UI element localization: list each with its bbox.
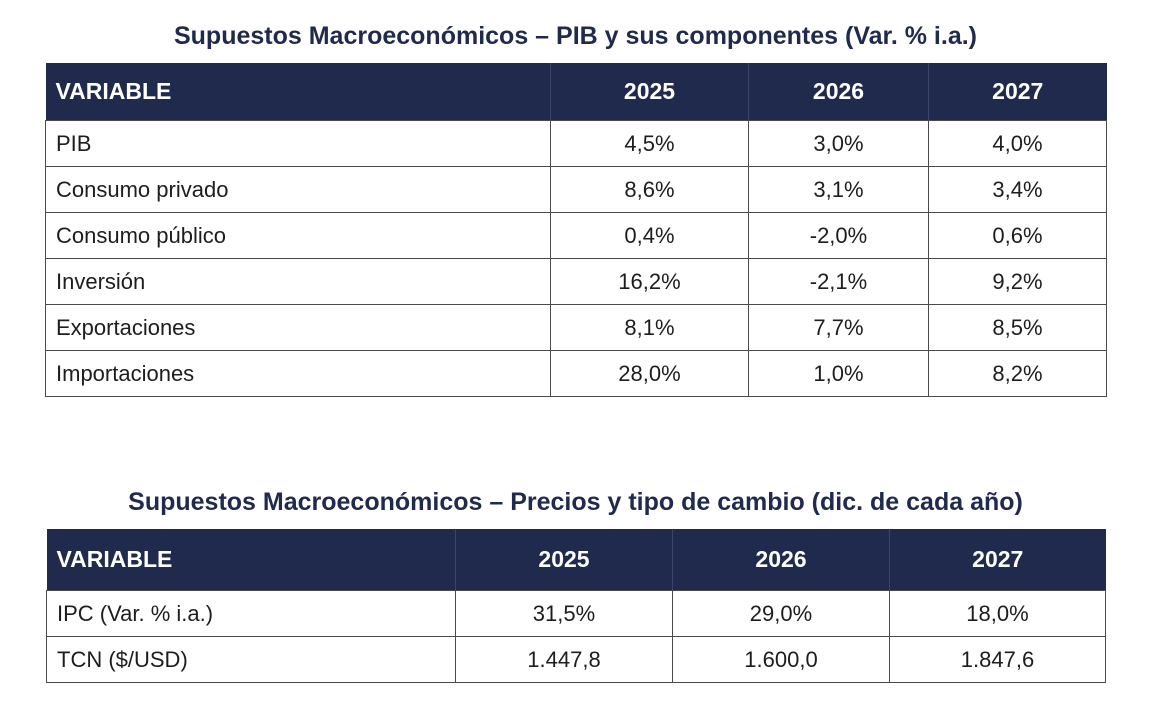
row-label: Consumo privado: [45, 166, 551, 213]
table-header-row: VARIABLE 2025 2026 2027: [45, 63, 1107, 121]
table-row: Inversión 16,2% -2,1% 9,2%: [45, 258, 1107, 305]
cell-value: 18,0%: [889, 590, 1106, 637]
row-label: IPC (Var. % i.a.): [46, 590, 456, 637]
cell-value: 29,0%: [672, 590, 890, 637]
cell-value: -2,0%: [748, 212, 929, 259]
cell-value: 3,4%: [928, 166, 1107, 213]
prices-exchange-table: VARIABLE 2025 2026 2027 IPC (Var. % i.a.…: [46, 529, 1106, 683]
table-row: Importaciones 28,0% 1,0% 8,2%: [45, 350, 1107, 397]
table-row: IPC (Var. % i.a.) 31,5% 29,0% 18,0%: [46, 590, 1106, 637]
cell-value: 8,1%: [550, 304, 749, 351]
table-row: Exportaciones 8,1% 7,7% 8,5%: [45, 304, 1107, 351]
cell-value: 1,0%: [748, 350, 929, 397]
cell-value: 1.847,6: [889, 636, 1106, 683]
column-header-variable: VARIABLE: [46, 529, 456, 591]
table-header-row: VARIABLE 2025 2026 2027: [46, 529, 1106, 591]
cell-value: 3,1%: [748, 166, 929, 213]
row-label: Consumo público: [45, 212, 551, 259]
row-label: PIB: [45, 120, 551, 167]
cell-value: 28,0%: [550, 350, 749, 397]
table2-title: Supuestos Macroeconómicos – Precios y ti…: [128, 488, 1023, 516]
column-header-2026: 2026: [748, 63, 929, 121]
cell-value: 8,2%: [928, 350, 1107, 397]
cell-value: 1.447,8: [455, 636, 673, 683]
column-header-2025: 2025: [455, 529, 673, 591]
table-row: Consumo privado 8,6% 3,1% 3,4%: [45, 166, 1107, 213]
cell-value: 31,5%: [455, 590, 673, 637]
cell-value: 0,6%: [928, 212, 1107, 259]
cell-value: 4,0%: [928, 120, 1107, 167]
row-label: Inversión: [45, 258, 551, 305]
table-row: TCN ($/USD) 1.447,8 1.600,0 1.847,6: [46, 636, 1106, 683]
cell-value: 1.600,0: [672, 636, 890, 683]
column-header-2026: 2026: [672, 529, 890, 591]
cell-value: 3,0%: [748, 120, 929, 167]
column-header-2027: 2027: [889, 529, 1106, 591]
row-label: Exportaciones: [45, 304, 551, 351]
table-row: Consumo público 0,4% -2,0% 0,6%: [45, 212, 1107, 259]
row-label: Importaciones: [45, 350, 551, 397]
cell-value: 0,4%: [550, 212, 749, 259]
column-header-variable: VARIABLE: [45, 63, 551, 121]
cell-value: 8,5%: [928, 304, 1107, 351]
row-label: TCN ($/USD): [46, 636, 456, 683]
column-header-2027: 2027: [928, 63, 1107, 121]
cell-value: 7,7%: [748, 304, 929, 351]
cell-value: 8,6%: [550, 166, 749, 213]
table1-title: Supuestos Macroeconómicos – PIB y sus co…: [173, 22, 977, 50]
cell-value: -2,1%: [748, 258, 929, 305]
table-row: PIB 4,5% 3,0% 4,0%: [45, 120, 1107, 167]
gdp-components-table: VARIABLE 2025 2026 2027 PIB 4,5% 3,0% 4,…: [45, 63, 1107, 397]
cell-value: 4,5%: [550, 120, 749, 167]
cell-value: 16,2%: [550, 258, 749, 305]
column-header-2025: 2025: [550, 63, 749, 121]
cell-value: 9,2%: [928, 258, 1107, 305]
